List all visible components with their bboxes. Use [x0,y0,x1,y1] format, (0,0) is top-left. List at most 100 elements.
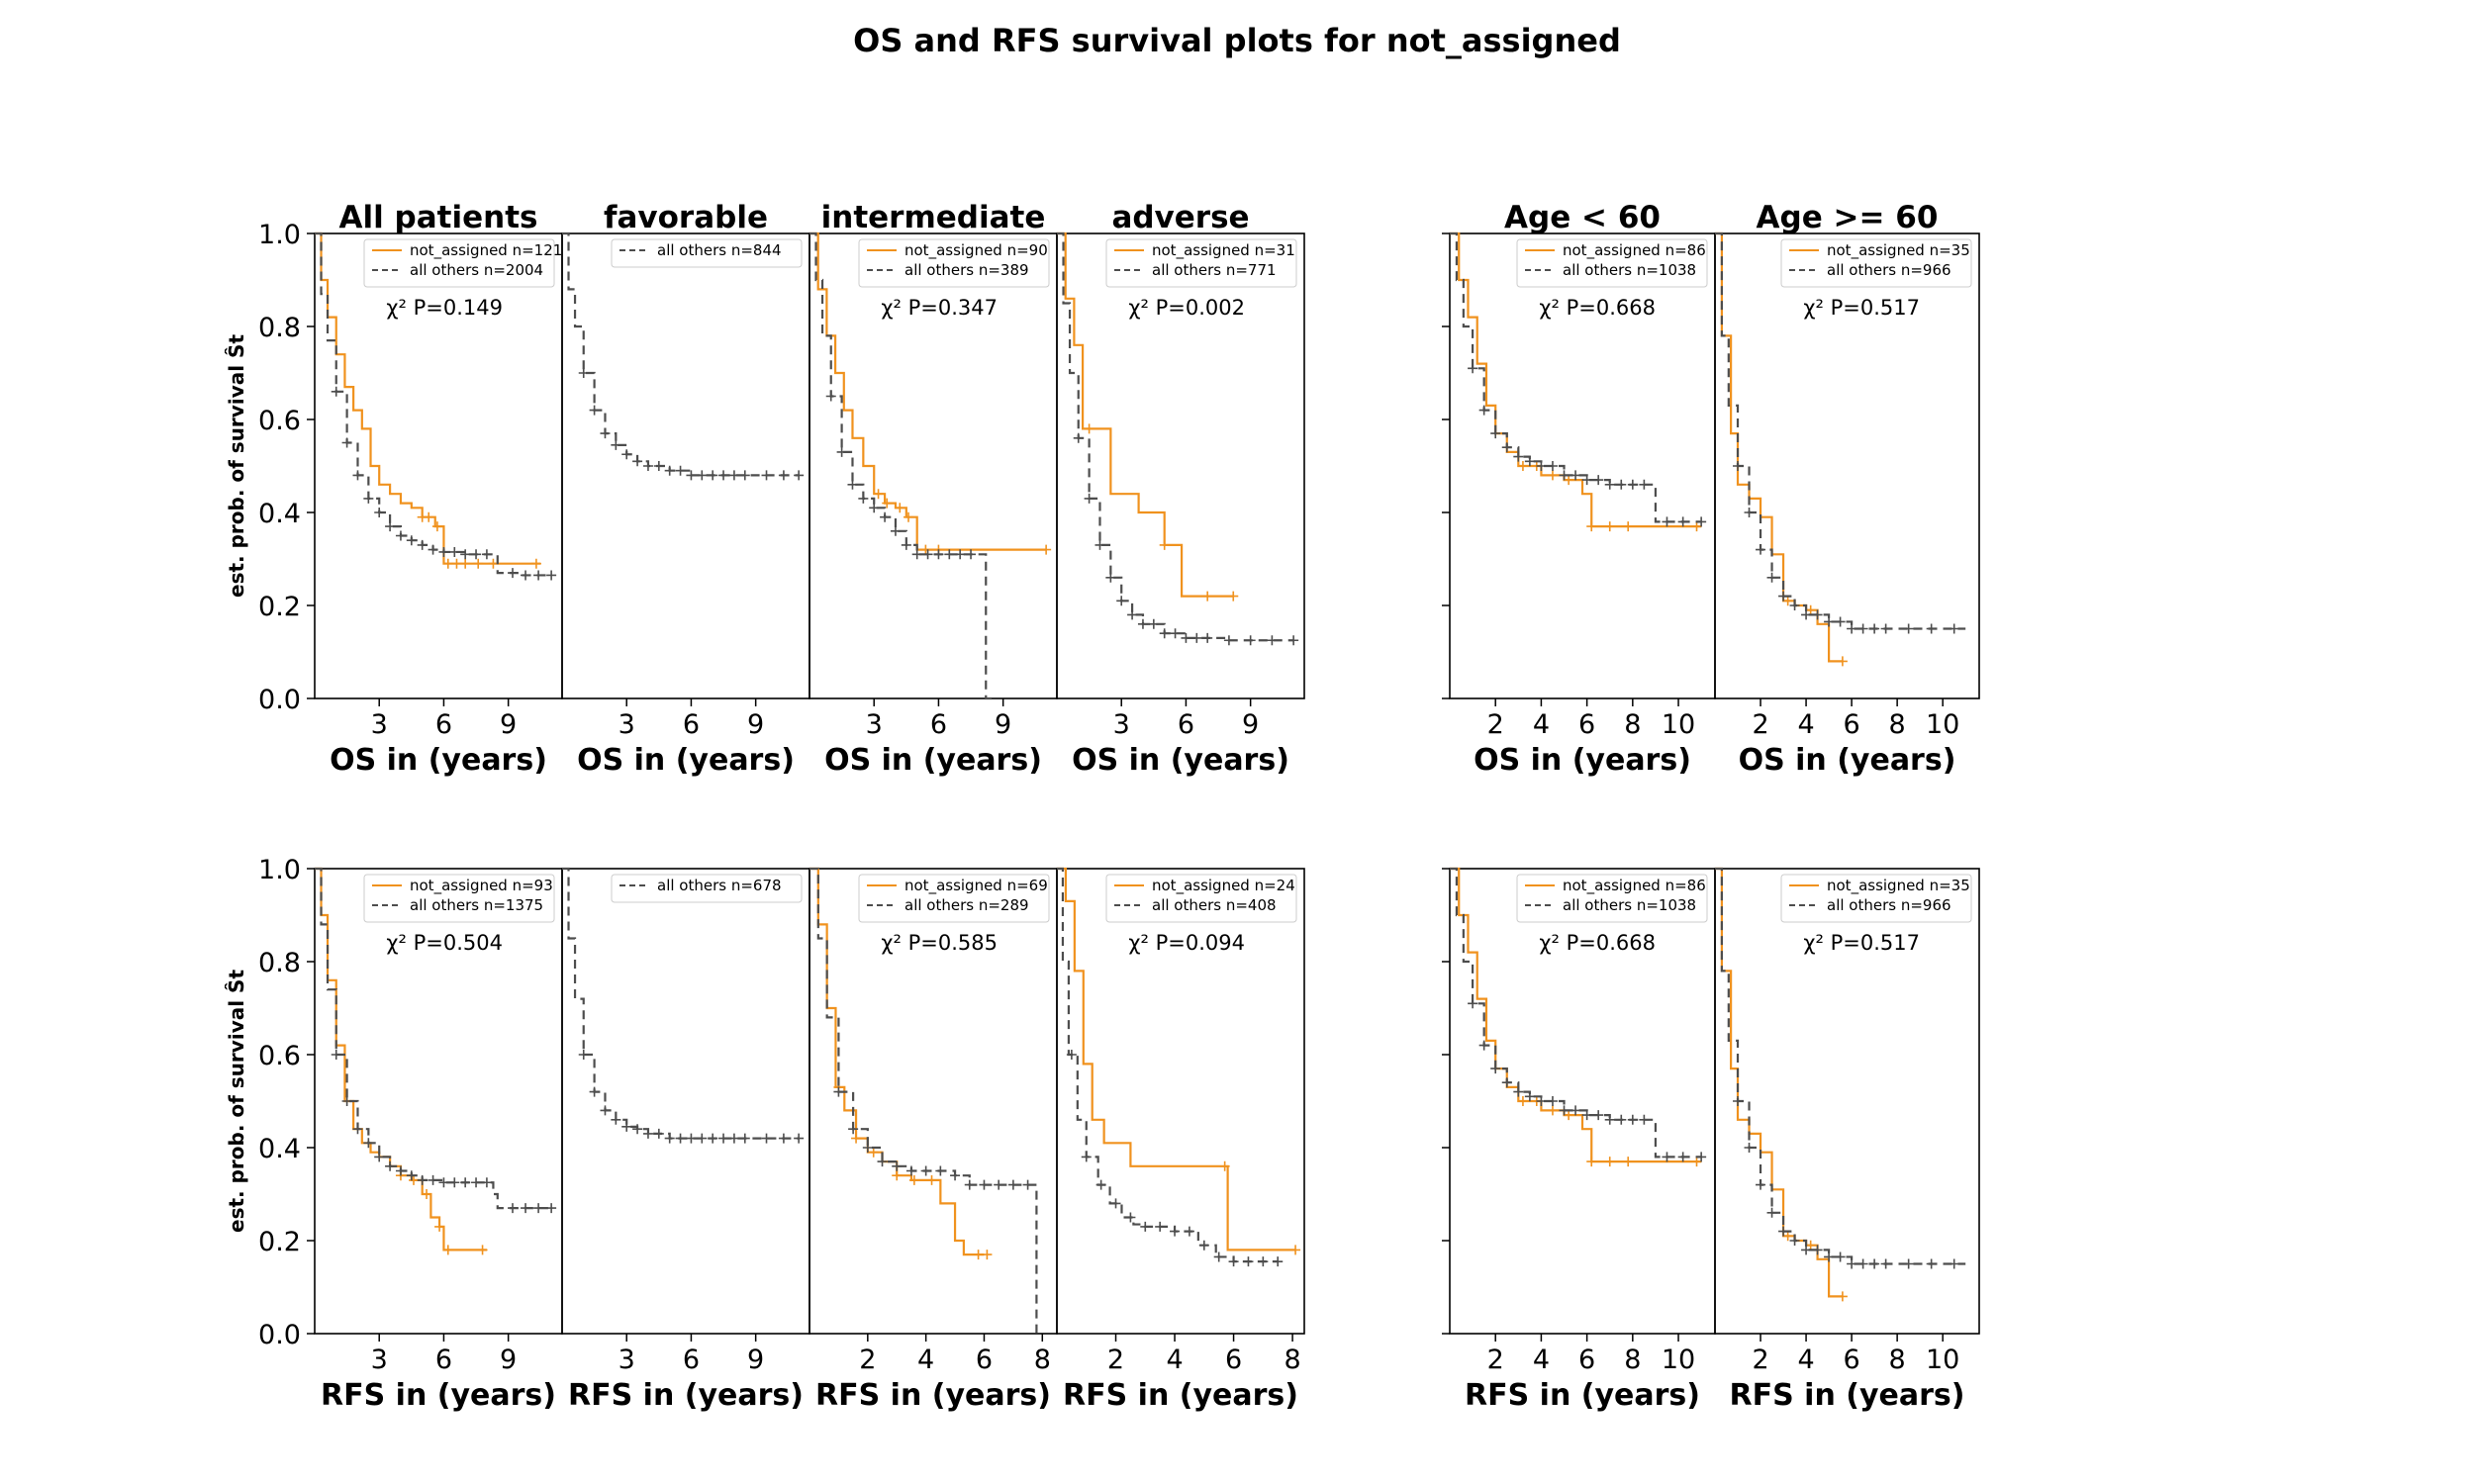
all-others-curve [1450,867,1702,1159]
censor-mark [873,489,884,500]
legend-label: not_assigned n=35 [1827,241,1970,260]
censor-mark [1127,609,1138,620]
axes-frame [561,868,810,1335]
panel-os-0: All patients 3 6 9OS in (years) 0.0 0.2 0.4 0.6… [225,200,563,778]
censor-mark [1691,521,1702,532]
legend-label: all others n=1375 [410,896,543,914]
y-tick-label: 0.2 [258,1227,301,1257]
censor-mark [1468,998,1478,1009]
censor-mark [1213,1252,1224,1262]
x-axis-label: RFS in (years) [321,1378,556,1413]
censor-mark [1022,1179,1033,1190]
censor-mark [1677,1152,1688,1162]
censor-mark [1616,1114,1627,1125]
legend-label: all others n=771 [1152,261,1277,279]
censor-mark [1478,1040,1489,1051]
censor-mark [1639,479,1650,490]
x-tick-label: 4 [1533,709,1550,740]
legend-box [363,874,555,923]
x-tick-label: 4 [1797,709,1814,740]
p-value-label: χ² P=0.094 [1128,931,1245,955]
censor-mark [1593,1110,1604,1121]
x-axis-label: OS in (years) [1739,743,1956,778]
censor-mark [1756,544,1766,555]
censor-mark [944,549,955,560]
censor-mark [1837,1291,1848,1302]
y-tick-label: 1.0 [258,220,301,250]
all-others-curve [809,232,993,700]
censor-mark [964,1179,975,1190]
censor-mark [1041,544,1052,555]
censor-mark [460,558,471,569]
axes-frame [561,232,810,699]
censor-mark [1691,1157,1702,1167]
censor-mark [611,439,621,450]
x-tick-label: 6 [1844,1345,1860,1375]
censor-mark [1547,461,1558,471]
censor-mark [1604,1157,1615,1167]
censor-mark [697,470,708,481]
x-axis-label: RFS in (years) [1730,1378,1965,1413]
censor-mark [1228,1256,1239,1267]
censor-mark [1501,1077,1512,1088]
panel-title: Age < 60 [1504,200,1661,235]
censor-mark [1084,493,1094,504]
censor-mark [895,503,905,513]
censor-mark [664,1133,675,1144]
censor-mark [1744,1143,1755,1153]
legend-box [1516,874,1708,923]
censor-mark [675,1133,686,1144]
censor-mark [1198,1240,1209,1251]
censor-mark [621,449,632,460]
censor-mark [1273,1256,1284,1267]
x-tick-label: 9 [500,1345,517,1375]
x-tick-label: 4 [1533,1345,1550,1375]
y-tick-label: 0.8 [258,948,301,978]
censor-mark [428,544,438,555]
censor-mark [718,470,729,481]
censor-mark [1782,596,1793,606]
censor-mark [1184,1226,1194,1237]
censor-mark [922,549,933,560]
censor-mark [825,391,836,402]
censor-mark [471,1177,482,1188]
x-tick-label: 6 [1225,1345,1242,1375]
legend-label: not_assigned n=121 [410,241,562,260]
y-tick-label: 0.2 [258,592,301,622]
all-others-curve [1715,232,1966,630]
censor-mark [904,511,913,522]
all-others-curve [1450,232,1702,523]
x-tick-label: 6 [1578,1345,1595,1375]
censor-mark [473,558,484,569]
x-tick-label: 4 [917,1345,934,1375]
censor-mark [1604,479,1615,490]
censor-mark [1084,423,1094,434]
y-tick-label: 0.6 [258,1041,301,1071]
legend-label: not_assigned n=31 [1152,241,1295,260]
legend-box [611,238,803,268]
censor-mark [460,549,471,560]
censor-mark [1524,456,1535,467]
censor-mark [1159,539,1170,550]
x-tick-label: 4 [1166,1345,1183,1375]
x-axis-label: RFS in (years) [1465,1378,1700,1413]
x-tick-label: 2 [1752,1345,1768,1375]
censor-mark [1007,1179,1018,1190]
legend-label: all others n=1038 [1563,261,1696,279]
censor-mark [632,456,643,467]
y-axis-label: est. prob. of survival Ŝt [225,334,248,598]
censor-mark [1536,1096,1547,1106]
censor-mark [833,1086,844,1097]
censor-mark [848,1124,859,1135]
censor-mark [385,1160,396,1171]
censor-mark [1880,1258,1891,1269]
y-tick-label: 0.4 [258,1134,301,1164]
censor-mark [341,1096,352,1106]
censor-mark [1696,1152,1707,1162]
censor-mark [1116,596,1127,606]
censor-mark [1778,591,1789,602]
